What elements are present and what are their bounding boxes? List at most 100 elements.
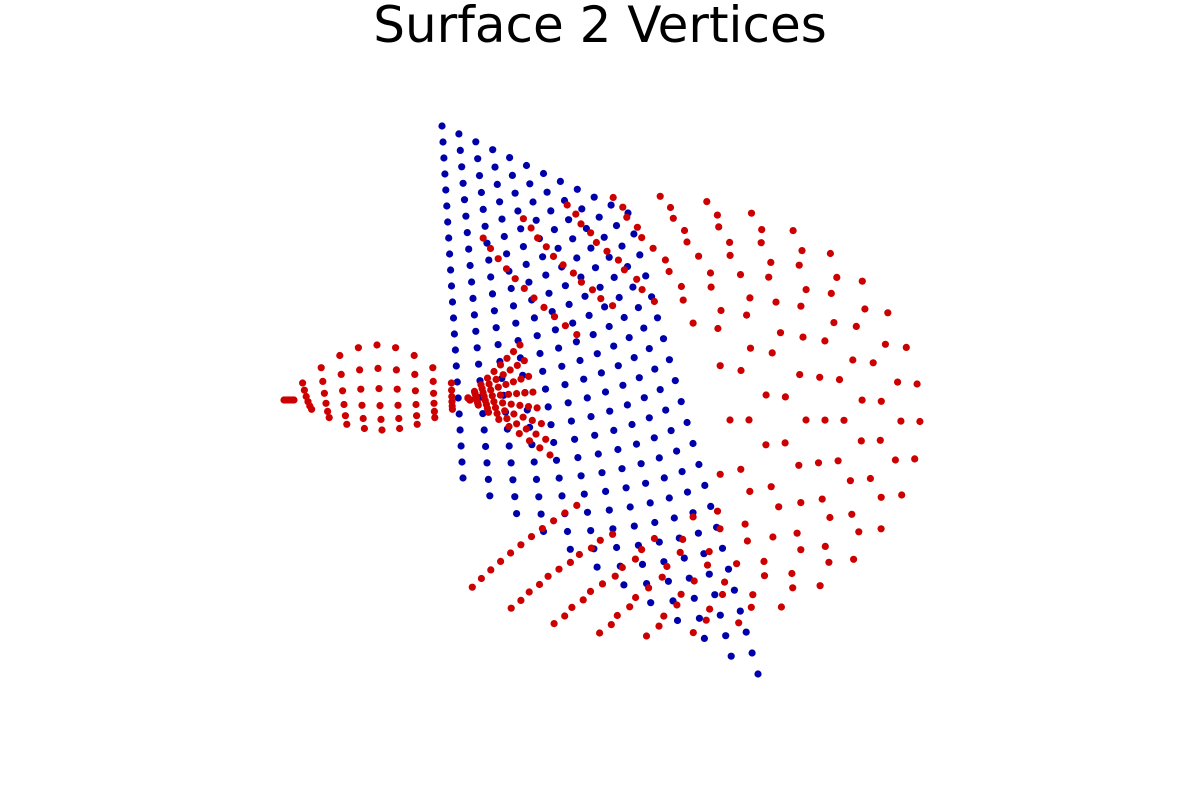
- surface-vertex: [747, 603, 755, 611]
- surface-vertex: [614, 256, 623, 264]
- plane-vertex: [545, 289, 553, 297]
- surface-vertex: [713, 211, 722, 219]
- surface-vertex: [324, 407, 332, 415]
- surface-vertex: [378, 426, 386, 434]
- surface-vertex: [343, 420, 351, 428]
- plane-vertex: [475, 172, 484, 180]
- surface-vertex: [620, 266, 629, 274]
- surface-vertex: [679, 296, 687, 304]
- surface-vertex: [527, 533, 536, 541]
- surface-vertex: [689, 319, 697, 327]
- surface-vertex: [891, 456, 900, 464]
- surface-vertex: [509, 378, 517, 386]
- plane-vertex: [483, 459, 491, 467]
- surface-vertex: [513, 361, 521, 369]
- surface-vertex: [496, 391, 504, 399]
- surface-vertex: [726, 416, 734, 424]
- plane-vertex: [564, 399, 572, 407]
- surface-vertex: [411, 370, 419, 378]
- plane-vertex: [448, 298, 457, 306]
- surface-vertex: [797, 302, 805, 310]
- plane-vertex: [453, 378, 461, 386]
- plane-vertex: [475, 360, 483, 368]
- plane-vertex: [440, 154, 448, 162]
- plane-vertex: [533, 332, 541, 340]
- surface-vertex: [866, 474, 875, 483]
- plane-vertex: [705, 570, 713, 578]
- surface-vertex: [490, 367, 498, 376]
- plane-vertex: [595, 213, 603, 221]
- plane-vertex: [449, 314, 458, 322]
- surface-vertex: [677, 590, 685, 598]
- surface-vertex: [536, 444, 544, 452]
- surface-vertex: [897, 417, 905, 425]
- plane-vertex: [485, 256, 493, 264]
- surface-vertex: [487, 386, 495, 394]
- plane-vertex: [512, 319, 520, 327]
- plane-vertex: [454, 394, 462, 402]
- plane-vertex: [683, 418, 691, 427]
- scene-title: Surface 2 Vertices: [373, 0, 827, 54]
- plane-vertex: [638, 560, 647, 569]
- plane-vertex: [670, 514, 678, 522]
- surface-vertex: [506, 366, 514, 374]
- surface-vertex: [661, 256, 670, 264]
- plane-vertex: [651, 518, 659, 527]
- surface-vertex: [549, 252, 558, 260]
- surface-vertex: [411, 387, 419, 395]
- surface-vertex: [746, 344, 755, 352]
- surface-vertex: [413, 412, 421, 420]
- surface-vertex: [448, 386, 456, 394]
- plane-vertex: [555, 344, 563, 352]
- surface-vertex: [532, 430, 540, 438]
- plane-vertex: [581, 292, 589, 300]
- plane-vertex: [623, 401, 632, 409]
- surface-vertex: [821, 416, 829, 424]
- surface-vertex: [308, 405, 316, 413]
- surface-vertex: [511, 275, 519, 283]
- surface-vertex: [656, 192, 664, 200]
- plane-vertex: [636, 251, 644, 259]
- surface-vertex: [300, 386, 308, 394]
- surface-vertex: [881, 340, 890, 348]
- plane-vertex: [477, 188, 485, 197]
- surface-vertex: [466, 396, 474, 404]
- plane-vertex: [459, 179, 467, 187]
- surface-vertex: [649, 244, 657, 252]
- plane-vertex: [642, 479, 650, 487]
- plane-vertex: [479, 410, 487, 418]
- plane-vertex: [614, 445, 622, 454]
- surface-vertex: [354, 344, 362, 352]
- plane-vertex: [457, 442, 465, 450]
- plane-vertex: [634, 304, 643, 312]
- surface-vertex: [493, 409, 501, 418]
- surface-vertex: [848, 510, 856, 518]
- surface-vertex: [510, 410, 518, 418]
- surface-vertex: [613, 611, 621, 620]
- surface-vertex: [814, 459, 823, 467]
- plane-vertex: [500, 232, 508, 241]
- surface-vertex: [846, 477, 855, 485]
- surface-vertex: [373, 341, 381, 349]
- plane-vertex: [610, 273, 618, 281]
- plane-vertex: [558, 362, 566, 370]
- surface-vertex: [818, 495, 826, 503]
- plane-vertex: [583, 508, 592, 516]
- plane-vertex: [573, 254, 581, 262]
- plane-vertex: [651, 365, 659, 373]
- surface-vertex: [781, 439, 789, 447]
- plane-vertex: [594, 450, 602, 458]
- surface-vertex: [516, 341, 524, 349]
- surface-vertex: [577, 278, 586, 286]
- surface-vertex: [534, 234, 542, 242]
- surface-vertex: [631, 555, 640, 563]
- surface-vertex: [429, 377, 437, 385]
- surface-vertex: [448, 405, 456, 413]
- surface-vertex: [340, 400, 348, 409]
- surface-vertex: [393, 385, 401, 393]
- surface-vertex: [767, 483, 775, 491]
- surface-vertex: [561, 509, 569, 517]
- surface-vertex: [520, 284, 528, 292]
- surface-vertex: [517, 541, 525, 549]
